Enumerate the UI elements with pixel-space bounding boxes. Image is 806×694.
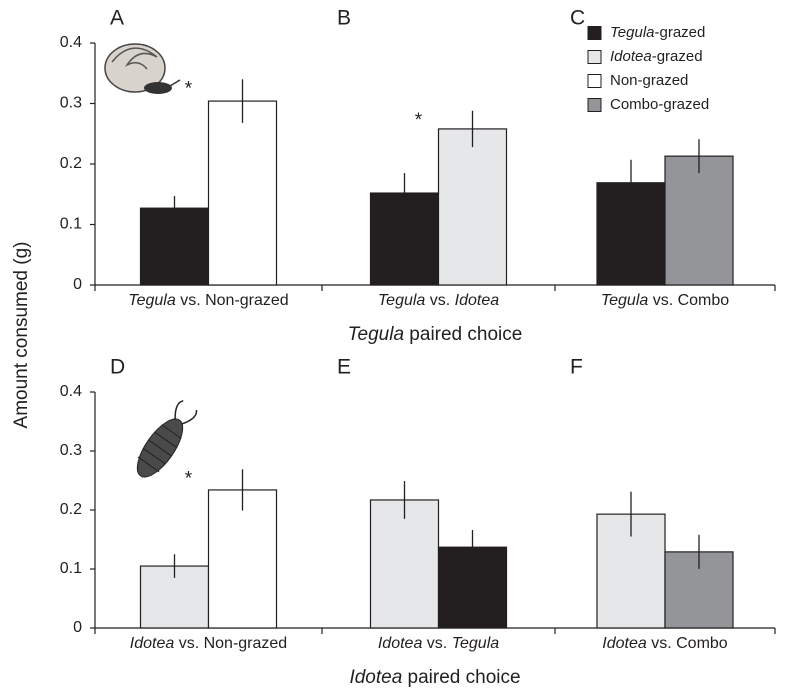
x-axis-label-part: Tegula	[452, 635, 500, 652]
legend-swatch	[588, 27, 601, 40]
group-label-part: paired choice	[402, 667, 520, 688]
panel-letter: F	[570, 356, 583, 379]
x-axis-label: Tegula vs. Idotea	[378, 292, 499, 309]
x-axis-label-part: Tegula	[378, 292, 426, 309]
legend-label: Idotea-grazed	[610, 48, 703, 65]
y-tick-label: 0.2	[60, 501, 82, 518]
x-axis-label-part: vs.	[425, 292, 454, 309]
x-axis-label-part: vs.	[422, 635, 451, 652]
y-tick-label: 0	[73, 619, 82, 636]
significance-star: *	[185, 468, 193, 489]
legend-label: Non-grazed	[610, 72, 688, 89]
legend-swatch	[588, 99, 601, 112]
legend-label-part: Non-grazed	[610, 72, 688, 89]
panel-letter: C	[570, 7, 585, 30]
y-tick-label: 0	[73, 276, 82, 293]
x-axis-label-part: Idotea	[455, 292, 500, 309]
x-axis-label-part: vs. Combo	[647, 635, 728, 652]
legend-label-part: -grazed	[652, 48, 703, 65]
x-axis-label-part: Tegula	[601, 292, 649, 309]
x-axis-label-part: vs. Non-grazed	[174, 635, 287, 652]
snail-icon	[105, 44, 180, 94]
x-axis-label: Tegula vs. Combo	[601, 292, 729, 309]
panel-letter: A	[110, 7, 124, 30]
bar	[209, 490, 277, 628]
x-axis-label: Idotea vs. Combo	[602, 635, 728, 652]
legend-swatch	[588, 51, 601, 64]
x-axis-label: Idotea vs. Non-grazed	[130, 635, 287, 652]
bar	[439, 129, 507, 285]
legend-label: Combo-grazed	[610, 96, 709, 113]
y-tick-label: 0.4	[60, 34, 82, 51]
bar	[665, 156, 733, 285]
significance-star: *	[185, 78, 193, 99]
group-label-part: Tegula	[348, 324, 404, 345]
y-tick-label: 0.4	[60, 383, 82, 400]
chart: Amount consumed (g) Tegula-grazedIdotea-…	[0, 0, 806, 694]
x-axis-label: Tegula vs. Non-grazed	[128, 292, 288, 309]
legend-label-part: Tegula	[610, 24, 655, 41]
bar	[371, 500, 439, 628]
x-axis-label-part: Idotea	[602, 635, 647, 652]
panel-letter: D	[110, 356, 125, 379]
significance-star: *	[415, 110, 423, 131]
y-tick-label: 0.1	[60, 560, 82, 577]
bar	[209, 101, 277, 285]
y-tick-label: 0.3	[60, 442, 82, 459]
group-label-part: Idotea	[349, 667, 402, 688]
legend-label-part: -grazed	[655, 24, 706, 41]
x-axis-label-part: Tegula	[128, 292, 176, 309]
x-axis-label-part: vs. Non-grazed	[176, 292, 289, 309]
y-tick-label: 0.1	[60, 216, 82, 233]
x-axis-label-part: Idotea	[130, 635, 175, 652]
x-axis-label-part: Idotea	[378, 635, 423, 652]
legend-label: Tegula-grazed	[610, 24, 705, 41]
panel-letter: B	[337, 7, 351, 30]
legend-swatch	[588, 75, 601, 88]
group-label-part: paired choice	[404, 324, 522, 345]
legend-label-part: Idotea	[610, 48, 652, 65]
group-label: Tegula paired choice	[348, 324, 523, 345]
x-axis-label: Idotea vs. Tegula	[378, 635, 499, 652]
group-label: Idotea paired choice	[349, 667, 520, 688]
panel-letter: E	[337, 356, 351, 379]
x-axis-label-part: vs. Combo	[648, 292, 729, 309]
legend-label-part: Combo-grazed	[610, 96, 709, 113]
y-tick-label: 0.2	[60, 155, 82, 172]
y-tick-label: 0.3	[60, 95, 82, 112]
y-axis-label: Amount consumed (g)	[11, 242, 32, 429]
